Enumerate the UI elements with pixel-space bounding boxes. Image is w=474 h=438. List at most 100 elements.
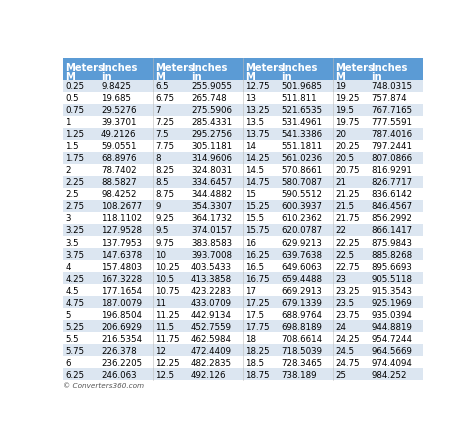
Bar: [243, 177, 277, 188]
Text: 12.75: 12.75: [246, 82, 270, 91]
Bar: [63, 272, 97, 284]
Bar: [243, 297, 277, 308]
Bar: [97, 297, 153, 308]
Text: 718.5039: 718.5039: [281, 346, 322, 355]
Text: 78.7402: 78.7402: [101, 166, 137, 175]
Text: Meters: Meters: [65, 63, 104, 73]
Text: 23.25: 23.25: [335, 286, 360, 295]
Bar: [333, 128, 367, 141]
Text: 8.75: 8.75: [155, 190, 174, 199]
Text: 708.6614: 708.6614: [281, 334, 322, 343]
Text: 344.4882: 344.4882: [191, 190, 232, 199]
Bar: [97, 177, 153, 188]
Bar: [187, 321, 243, 332]
Bar: [63, 308, 97, 321]
Bar: [277, 188, 333, 201]
Text: 1: 1: [65, 118, 71, 127]
Bar: [333, 59, 367, 81]
Text: 383.8583: 383.8583: [191, 238, 232, 247]
Bar: [187, 141, 243, 152]
Text: 8.25: 8.25: [155, 166, 174, 175]
Text: 521.6535: 521.6535: [281, 106, 322, 115]
Bar: [187, 332, 243, 344]
Text: 236.2205: 236.2205: [101, 358, 142, 367]
Text: 11.5: 11.5: [155, 322, 174, 331]
Bar: [367, 105, 423, 117]
Bar: [153, 224, 187, 237]
Text: 413.3858: 413.3858: [191, 274, 232, 283]
Text: 659.4488: 659.4488: [281, 274, 322, 283]
Text: 24.75: 24.75: [335, 358, 360, 367]
Bar: [97, 224, 153, 237]
Bar: [277, 261, 333, 272]
Bar: [187, 357, 243, 368]
Text: 511.811: 511.811: [281, 94, 317, 103]
Bar: [153, 344, 187, 357]
Text: 49.2126: 49.2126: [101, 130, 137, 139]
Bar: [367, 117, 423, 128]
Bar: [333, 297, 367, 308]
Text: 9.8425: 9.8425: [101, 82, 131, 91]
Bar: [243, 332, 277, 344]
Bar: [153, 188, 187, 201]
Bar: [333, 117, 367, 128]
Bar: [187, 308, 243, 321]
Bar: [187, 188, 243, 201]
Text: 21.75: 21.75: [335, 214, 360, 223]
Bar: [277, 297, 333, 308]
Bar: [277, 332, 333, 344]
Text: 305.1181: 305.1181: [191, 142, 232, 151]
Text: 393.7008: 393.7008: [191, 250, 232, 259]
Bar: [243, 188, 277, 201]
Bar: [243, 321, 277, 332]
Text: 22.25: 22.25: [335, 238, 360, 247]
Text: 118.1102: 118.1102: [101, 214, 142, 223]
Text: 964.5669: 964.5669: [371, 346, 412, 355]
Text: Inches: Inches: [371, 63, 408, 73]
Bar: [243, 261, 277, 272]
Bar: [243, 248, 277, 261]
Text: Inches: Inches: [191, 63, 228, 73]
Text: 21: 21: [335, 178, 346, 187]
Bar: [187, 344, 243, 357]
Bar: [243, 224, 277, 237]
Text: 1.25: 1.25: [65, 130, 84, 139]
Bar: [187, 237, 243, 248]
Bar: [187, 284, 243, 297]
Bar: [153, 212, 187, 224]
Bar: [63, 117, 97, 128]
Bar: [153, 117, 187, 128]
Bar: [187, 152, 243, 165]
Text: 935.0394: 935.0394: [371, 310, 412, 319]
Text: 4: 4: [65, 262, 71, 271]
Bar: [367, 297, 423, 308]
Text: 20.25: 20.25: [335, 142, 360, 151]
Bar: [243, 141, 277, 152]
Text: 895.6693: 895.6693: [371, 262, 412, 271]
Text: 23.75: 23.75: [335, 310, 360, 319]
Bar: [243, 201, 277, 212]
Bar: [63, 188, 97, 201]
Bar: [367, 165, 423, 177]
Bar: [153, 357, 187, 368]
Bar: [277, 248, 333, 261]
Bar: [277, 368, 333, 380]
Bar: [277, 212, 333, 224]
Text: 738.189: 738.189: [281, 370, 317, 379]
Text: 944.8819: 944.8819: [371, 322, 412, 331]
Bar: [243, 357, 277, 368]
Bar: [367, 59, 423, 81]
Text: 15.25: 15.25: [246, 202, 270, 211]
Bar: [187, 81, 243, 92]
Text: 4.75: 4.75: [65, 298, 84, 307]
Text: in: in: [101, 72, 112, 82]
Bar: [333, 165, 367, 177]
Bar: [63, 201, 97, 212]
Bar: [153, 297, 187, 308]
Bar: [187, 128, 243, 141]
Text: 846.4567: 846.4567: [371, 202, 412, 211]
Text: 905.5118: 905.5118: [371, 274, 412, 283]
Text: 285.4331: 285.4331: [191, 118, 232, 127]
Bar: [367, 272, 423, 284]
Text: 15.75: 15.75: [246, 226, 270, 235]
